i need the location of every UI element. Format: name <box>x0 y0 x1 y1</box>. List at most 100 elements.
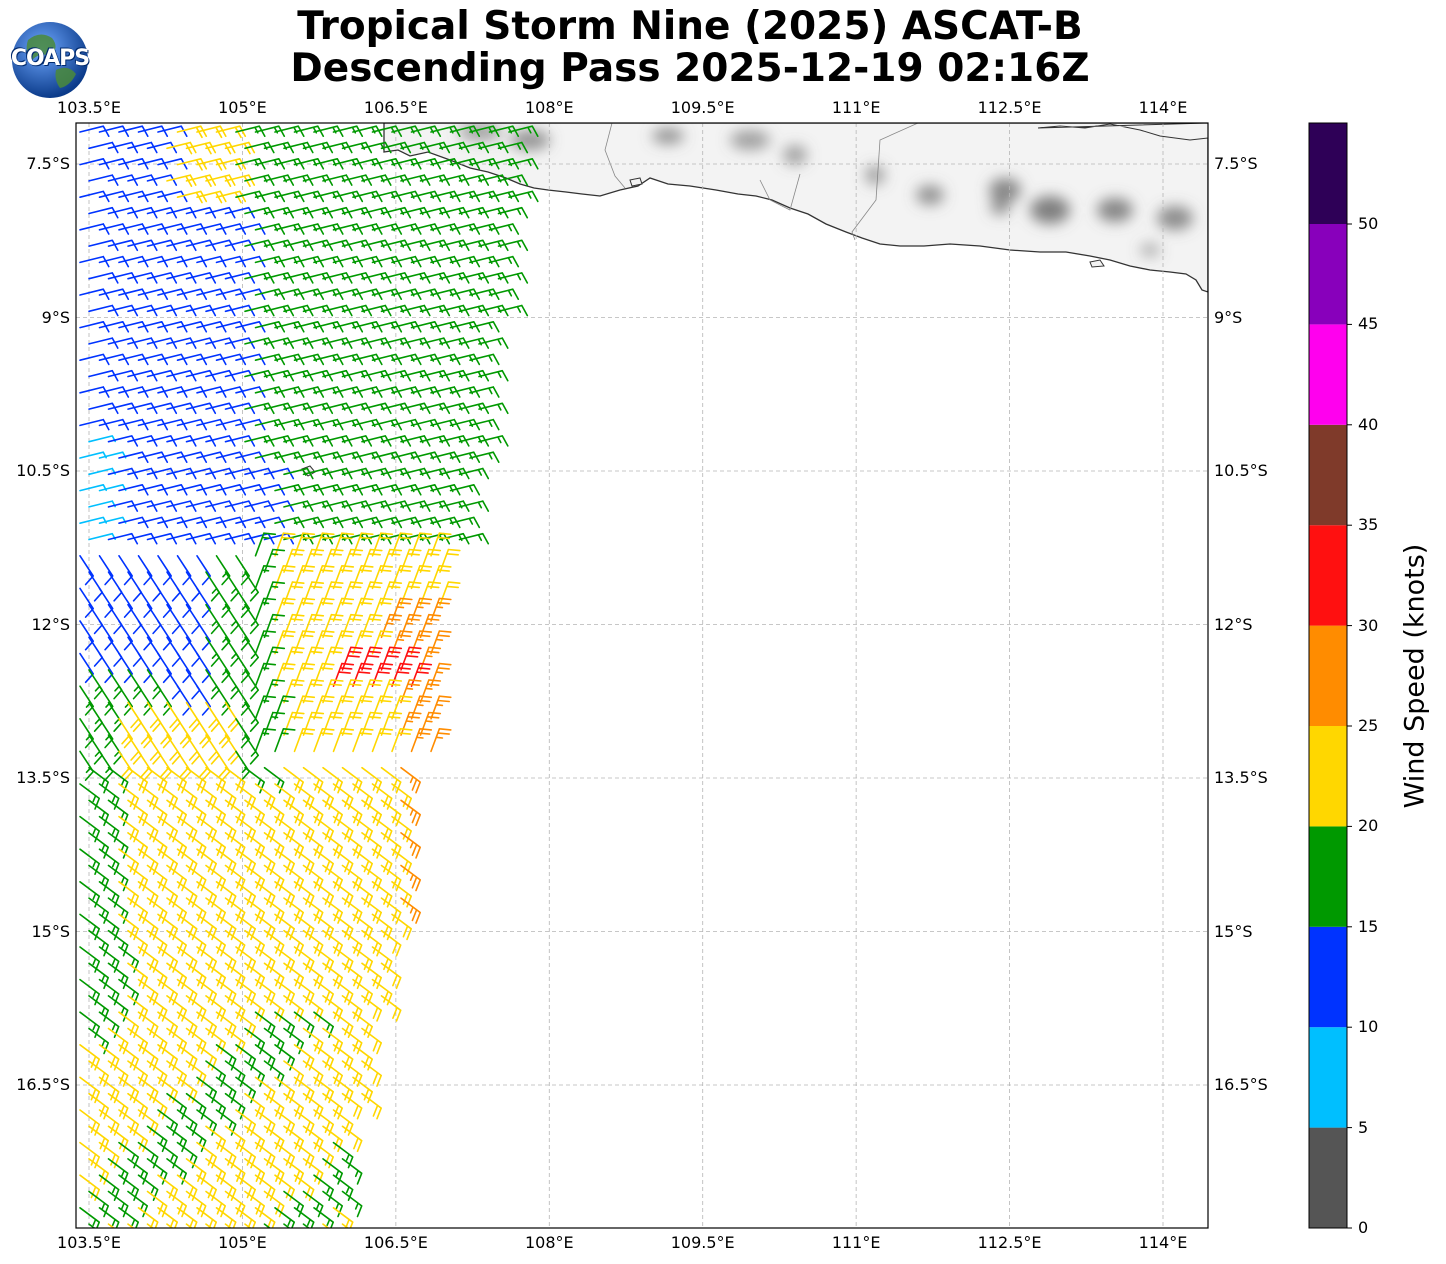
wind-barb <box>224 272 256 284</box>
wind-barb <box>313 532 335 557</box>
wind-barb <box>341 766 363 794</box>
wind-barb <box>380 864 402 892</box>
wind-barb <box>497 174 529 186</box>
wind-barb <box>322 1092 343 1120</box>
colorbar-bin <box>1309 424 1347 526</box>
lat-tick-label-right: 9°S <box>1214 307 1243 327</box>
wind-barb <box>185 1027 207 1055</box>
wind-barb <box>205 669 220 700</box>
wind-barb <box>88 603 103 635</box>
wind-barb <box>254 484 286 496</box>
wind-barb <box>137 255 169 268</box>
lon-tick-label-bottom: 103.5°E <box>57 1233 121 1252</box>
wind-barb <box>98 1109 120 1136</box>
wind-barb <box>157 190 188 203</box>
wind-barb <box>205 435 236 447</box>
wind-barb <box>205 1092 226 1120</box>
wind-barb <box>127 1158 148 1185</box>
wind-barb <box>380 832 402 859</box>
wind-barb <box>166 832 187 859</box>
wind-barb <box>127 701 142 732</box>
wind-barb <box>118 1141 139 1169</box>
wind-barb <box>332 1174 354 1201</box>
wind-barb <box>430 662 452 687</box>
wind-barb <box>79 1076 100 1104</box>
wind-barb <box>224 929 246 957</box>
wind-barb <box>224 1223 233 1228</box>
wind-barb <box>185 435 217 447</box>
wind-barb <box>283 548 305 573</box>
wind-barb <box>361 548 383 573</box>
wind-barb <box>98 1141 120 1169</box>
wind-barb <box>176 946 198 973</box>
wind-barb <box>205 1190 226 1218</box>
wind-barb <box>371 978 393 1006</box>
wind-barb <box>185 636 201 667</box>
wind-barb <box>224 1092 246 1120</box>
wind-barb <box>274 565 296 590</box>
wind-barb <box>146 1060 168 1087</box>
wind-barb <box>146 1190 168 1218</box>
wind-barb <box>302 995 324 1022</box>
wind-barb <box>313 662 335 687</box>
wind-barb <box>361 864 382 892</box>
wind-barb <box>332 848 354 875</box>
wind-barb <box>185 1125 207 1153</box>
wind-barb <box>137 1011 159 1038</box>
wind-barb <box>176 718 192 749</box>
wind-barb <box>127 1223 135 1228</box>
wind-barb <box>98 190 130 203</box>
wind-barb <box>118 255 149 268</box>
wind-barb <box>283 1092 304 1120</box>
wind-barb <box>263 799 285 827</box>
wind-barb <box>391 695 413 720</box>
colorbar-bin <box>1309 324 1347 425</box>
wind-barb <box>205 532 236 545</box>
wind-barb <box>98 620 114 651</box>
wind-barb <box>127 929 148 957</box>
wind-barb <box>254 565 277 590</box>
colorbar-tick-label: 50 <box>1358 214 1379 233</box>
wind-barb <box>322 613 344 639</box>
wind-barb <box>352 783 373 810</box>
wind-barb <box>79 353 110 366</box>
wind-barb <box>254 597 277 622</box>
wind-barb <box>371 783 393 810</box>
wind-barb <box>380 679 403 704</box>
wind-barb <box>79 190 110 203</box>
wind-barb <box>107 929 129 957</box>
wind-barb <box>215 555 231 586</box>
wind-barb <box>449 516 481 529</box>
wind-barb <box>146 929 168 957</box>
wind-barb <box>157 1207 178 1228</box>
wind-barb <box>185 1158 207 1185</box>
wind-barb <box>107 1027 129 1055</box>
wind-barb <box>215 321 247 333</box>
wind-barb <box>137 1174 159 1201</box>
wind-barb <box>205 571 220 602</box>
wind-barb <box>215 587 231 618</box>
wind-barb <box>196 516 227 529</box>
wind-barb <box>107 799 129 827</box>
wind-barb <box>274 978 295 1006</box>
wind-barb <box>235 783 256 810</box>
wind-barb <box>205 337 236 349</box>
colorbar-bin <box>1309 525 1347 626</box>
wind-barb <box>322 1027 343 1055</box>
wind-barb <box>469 418 500 431</box>
wind-barb <box>313 1109 334 1136</box>
wind-barb <box>332 881 354 908</box>
wind-barb <box>235 946 256 973</box>
wind-barb <box>196 848 217 875</box>
wind-barb <box>313 1141 334 1169</box>
wind-barb <box>293 597 316 622</box>
wind-barb <box>146 897 168 924</box>
wind-barb <box>157 978 178 1006</box>
wind-barb <box>332 630 355 655</box>
wind-barb <box>146 402 178 415</box>
wind-barb <box>88 897 109 924</box>
wind-barb <box>478 369 509 382</box>
wind-barb <box>274 630 296 655</box>
wind-barb <box>127 1027 148 1055</box>
wind-barb <box>196 451 227 463</box>
